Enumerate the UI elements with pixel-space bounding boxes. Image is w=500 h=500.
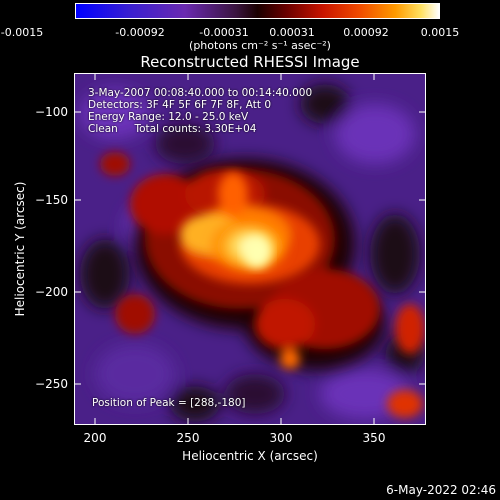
clean-counts-annotation: Clean Total counts: 3.30E+04 bbox=[88, 123, 257, 135]
footer-timestamp: 6-May-2022 02:46 bbox=[386, 483, 496, 497]
x-tick-label: 350 bbox=[362, 431, 386, 445]
colorbar-tick-label: -0.00092 bbox=[115, 26, 165, 39]
y-tick-label: −250 bbox=[35, 377, 68, 391]
energy-range-annotation: Energy Range: 12.0 - 25.0 keV bbox=[88, 111, 249, 123]
colorbar-tick-label: 0.00031 bbox=[269, 26, 315, 39]
x-axis-title: Heliocentric X (arcsec) bbox=[182, 449, 318, 463]
colorbar-tick-label: -0.0015 bbox=[0, 26, 44, 39]
colorbar bbox=[75, 3, 440, 19]
x-tick-label: 300 bbox=[269, 431, 293, 445]
colorbar-units-label: (photons cm⁻² s⁻¹ asec⁻²) bbox=[189, 39, 331, 52]
x-tick-label: 200 bbox=[83, 431, 107, 445]
colorbar-tick-label: 0.00092 bbox=[343, 26, 389, 39]
y-tick-label: −200 bbox=[35, 285, 68, 299]
x-tick-label: 250 bbox=[176, 431, 200, 445]
rhessi-image-canvas bbox=[75, 74, 425, 424]
plot-title: Reconstructed RHESSI Image bbox=[140, 53, 360, 71]
y-tick-label: −100 bbox=[35, 105, 68, 119]
time-range-annotation: 3-May-2007 00:08:40.000 to 00:14:40.000 bbox=[88, 87, 313, 99]
rhessi-image bbox=[74, 73, 426, 425]
detectors-annotation: Detectors: 3F 4F 5F 6F 7F 8F, Att 0 bbox=[88, 99, 272, 111]
colorbar-tick-label: -0.00031 bbox=[199, 26, 249, 39]
y-tick-label: −150 bbox=[35, 193, 68, 207]
peak-position-annotation: Position of Peak = [288,-180] bbox=[92, 397, 246, 409]
y-axis-title: Heliocentric Y (arcsec) bbox=[13, 181, 27, 317]
colorbar-tick-label: 0.0015 bbox=[420, 26, 460, 39]
